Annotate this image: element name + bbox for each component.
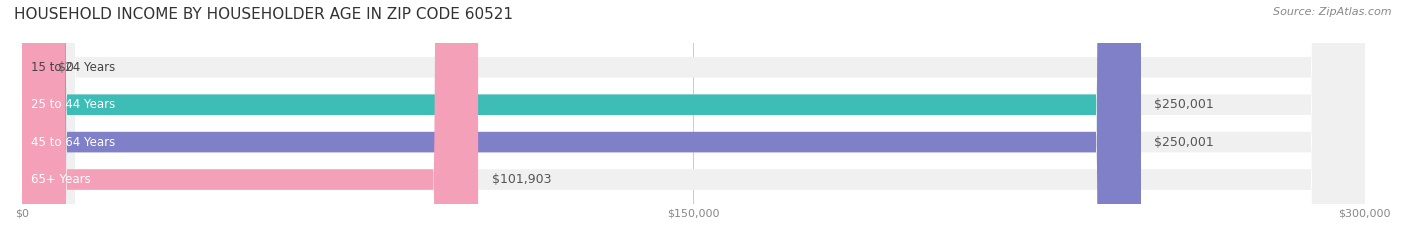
- Text: HOUSEHOLD INCOME BY HOUSEHOLDER AGE IN ZIP CODE 60521: HOUSEHOLD INCOME BY HOUSEHOLDER AGE IN Z…: [14, 7, 513, 22]
- Text: $250,001: $250,001: [1154, 136, 1215, 149]
- Text: 65+ Years: 65+ Years: [31, 173, 91, 186]
- FancyBboxPatch shape: [22, 0, 1365, 233]
- FancyBboxPatch shape: [22, 0, 1365, 233]
- Text: 15 to 24 Years: 15 to 24 Years: [31, 61, 115, 74]
- FancyBboxPatch shape: [22, 0, 1365, 233]
- Text: $250,001: $250,001: [1154, 98, 1215, 111]
- Text: $0: $0: [58, 61, 73, 74]
- FancyBboxPatch shape: [22, 0, 1140, 233]
- FancyBboxPatch shape: [22, 0, 1365, 233]
- Text: Source: ZipAtlas.com: Source: ZipAtlas.com: [1274, 7, 1392, 17]
- Text: 45 to 64 Years: 45 to 64 Years: [31, 136, 115, 149]
- Text: $101,903: $101,903: [492, 173, 551, 186]
- Text: 25 to 44 Years: 25 to 44 Years: [31, 98, 115, 111]
- FancyBboxPatch shape: [22, 0, 478, 233]
- FancyBboxPatch shape: [22, 0, 1140, 233]
